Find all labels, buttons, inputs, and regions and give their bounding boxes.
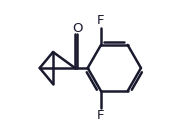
- Text: O: O: [72, 21, 82, 35]
- Text: F: F: [97, 109, 105, 122]
- Text: F: F: [97, 14, 105, 27]
